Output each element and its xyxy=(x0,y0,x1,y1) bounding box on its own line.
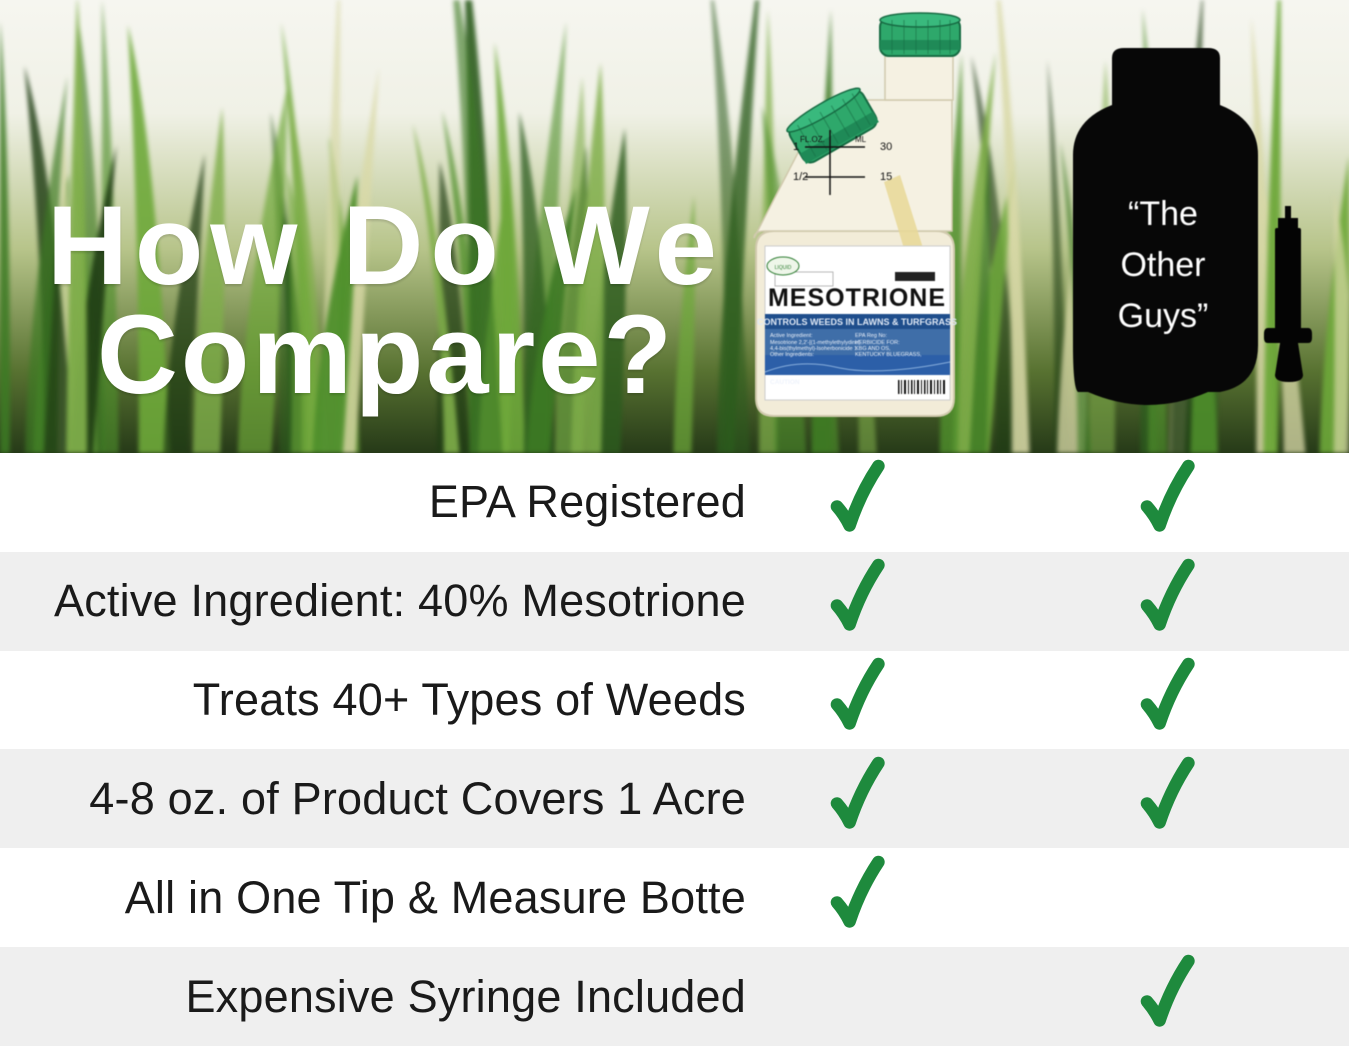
svg-text:CONTROLS WEEDS IN LAWNS & TURF: CONTROLS WEEDS IN LAWNS & TURFGRASS xyxy=(757,317,957,327)
svg-text:FL.OZ.: FL.OZ. xyxy=(800,135,825,144)
svg-text:30: 30 xyxy=(880,141,892,153)
svg-text:Other Ingredients:: Other Ingredients: xyxy=(770,352,814,358)
svg-text:MESOTRIONE: MESOTRIONE xyxy=(768,284,946,312)
svg-text:Active Ingredient:: Active Ingredient: xyxy=(770,333,813,339)
svg-text:“The: “The xyxy=(1128,195,1198,233)
svg-text:Guys”: Guys” xyxy=(1118,297,1209,335)
svg-text:15: 15 xyxy=(880,171,892,183)
svg-text:KENTUCKY BLUEGRASS,: KENTUCKY BLUEGRASS, xyxy=(855,352,922,358)
svg-text:LIQUID: LIQUID xyxy=(775,265,792,271)
svg-text:ML: ML xyxy=(855,135,867,144)
svg-text:1: 1 xyxy=(793,141,799,153)
svg-text:Other: Other xyxy=(1120,246,1205,284)
svg-text:CAUTION: CAUTION xyxy=(770,379,800,386)
svg-text:EPA Reg No:: EPA Reg No: xyxy=(855,333,887,339)
